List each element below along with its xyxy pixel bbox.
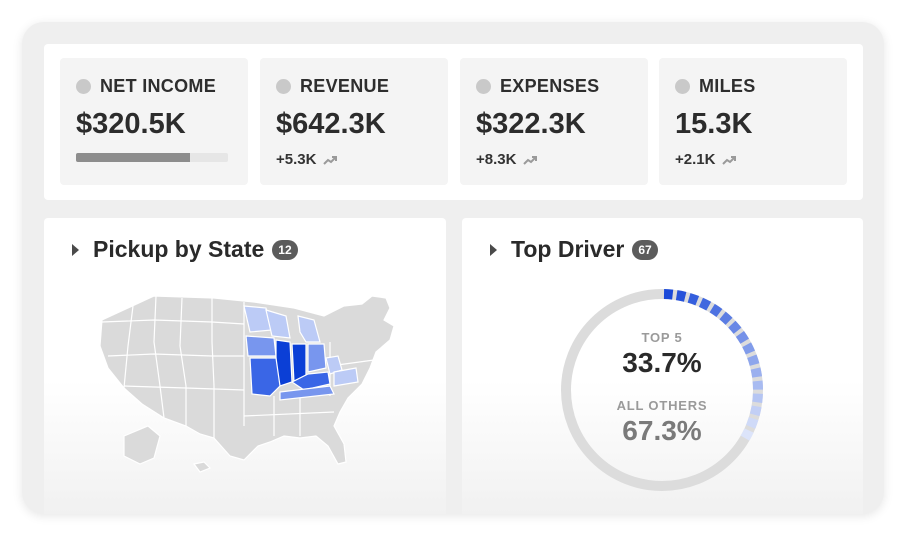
count-badge: 12	[272, 239, 298, 260]
panel-title: Top Driver	[511, 236, 625, 262]
state-virginia	[333, 367, 359, 387]
donut-top5-segment	[698, 297, 712, 311]
count-badge: 67	[632, 239, 658, 260]
donut-top5-segment	[687, 293, 700, 306]
state-missouri	[249, 357, 281, 397]
trend-up-icon	[523, 155, 538, 165]
donut-top5-segment	[752, 393, 763, 403]
kpi-delta: +5.3K	[276, 151, 338, 168]
alaska-shape	[123, 425, 161, 465]
status-dot-icon	[76, 79, 91, 94]
state-kentucky	[290, 371, 331, 391]
donut-top5-segment	[749, 405, 762, 417]
status-dot-icon	[276, 79, 291, 94]
us-base-shape	[99, 295, 395, 465]
kpi-delta: +2.1K	[675, 151, 737, 168]
kpi-label: MILES	[699, 76, 756, 96]
hawaii-shape	[192, 461, 212, 473]
donut-top5-segment	[719, 311, 733, 325]
top-value: 33.7%	[622, 347, 702, 378]
donut-top5-segment	[735, 331, 749, 344]
state-michigan	[297, 315, 321, 343]
donut-top5-segment	[747, 354, 760, 366]
us-map[interactable]	[94, 286, 404, 486]
pickup-by-state-panel: Pickup by State 12	[44, 218, 446, 514]
donut-top5-segment	[709, 303, 723, 318]
kpi-card-net-income[interactable]: NET INCOME $320.5K	[60, 58, 248, 185]
net-income-progress-bar	[76, 153, 228, 162]
top-label: TOP 5	[641, 330, 683, 345]
kpi-delta: +8.3K	[476, 151, 538, 168]
panel-title: Pickup by State	[93, 236, 265, 262]
kpi-delta-value: +5.3K	[276, 151, 317, 168]
kpi-value: 15.3K	[675, 108, 753, 140]
driver-donut-chart[interactable]	[557, 285, 767, 495]
kpi-head: NET INCOME	[76, 76, 216, 97]
expand-caret-icon[interactable]	[72, 243, 79, 256]
kpi-head: REVENUE	[276, 76, 389, 97]
donut-top5-segment	[663, 289, 674, 300]
kpi-card-expenses[interactable]: EXPENSES $322.3K +8.3K	[460, 58, 648, 185]
state-wisconsin	[265, 309, 291, 339]
kpi-head: EXPENSES	[476, 76, 599, 97]
trend-up-icon	[722, 155, 737, 165]
status-dot-icon	[476, 79, 491, 94]
kpi-value: $642.3K	[276, 108, 386, 140]
donut-track	[561, 289, 763, 491]
kpi-head: MILES	[675, 76, 756, 97]
kpi-card-miles[interactable]: MILES 15.3K +2.1K	[659, 58, 847, 185]
kpi-value: $322.3K	[476, 108, 586, 140]
status-dot-icon	[675, 79, 690, 94]
others-value: 67.3%	[622, 415, 702, 446]
kpi-label: EXPENSES	[500, 76, 600, 96]
panel-header[interactable]: Pickup by State 12	[72, 236, 298, 263]
donut-top5-segment	[740, 428, 754, 441]
donut-others-block: ALL OTHERS 67.3%	[562, 398, 762, 447]
state-iowa	[245, 335, 277, 357]
kpi-delta-value: +2.1K	[675, 151, 716, 168]
kpi-delta-value: +8.3K	[476, 151, 517, 168]
donut-top5-segment	[675, 290, 687, 302]
kpi-label: REVENUE	[300, 76, 390, 96]
donut-top-block: TOP 5 33.7%	[562, 330, 762, 379]
donut-top5-segment	[742, 342, 756, 355]
state-tennessee	[279, 385, 335, 401]
kpi-value: $320.5K	[76, 108, 186, 140]
kpi-card-revenue[interactable]: REVENUE $642.3K +5.3K	[260, 58, 448, 185]
kpi-label: NET INCOME	[100, 76, 217, 96]
panel-header[interactable]: Top Driver 67	[490, 236, 658, 263]
others-label: ALL OTHERS	[616, 398, 708, 413]
donut-top5-segment	[750, 367, 763, 378]
donut-top5-segment	[746, 417, 759, 429]
top-driver-panel: Top Driver 67 TOP 5 33.7% ALL OTHERS 67.…	[462, 218, 863, 514]
expand-caret-icon[interactable]	[490, 243, 497, 256]
progress-fill	[76, 153, 190, 162]
donut-top5-segment	[728, 320, 742, 334]
state-ohio	[307, 343, 327, 373]
trend-up-icon	[323, 155, 338, 165]
